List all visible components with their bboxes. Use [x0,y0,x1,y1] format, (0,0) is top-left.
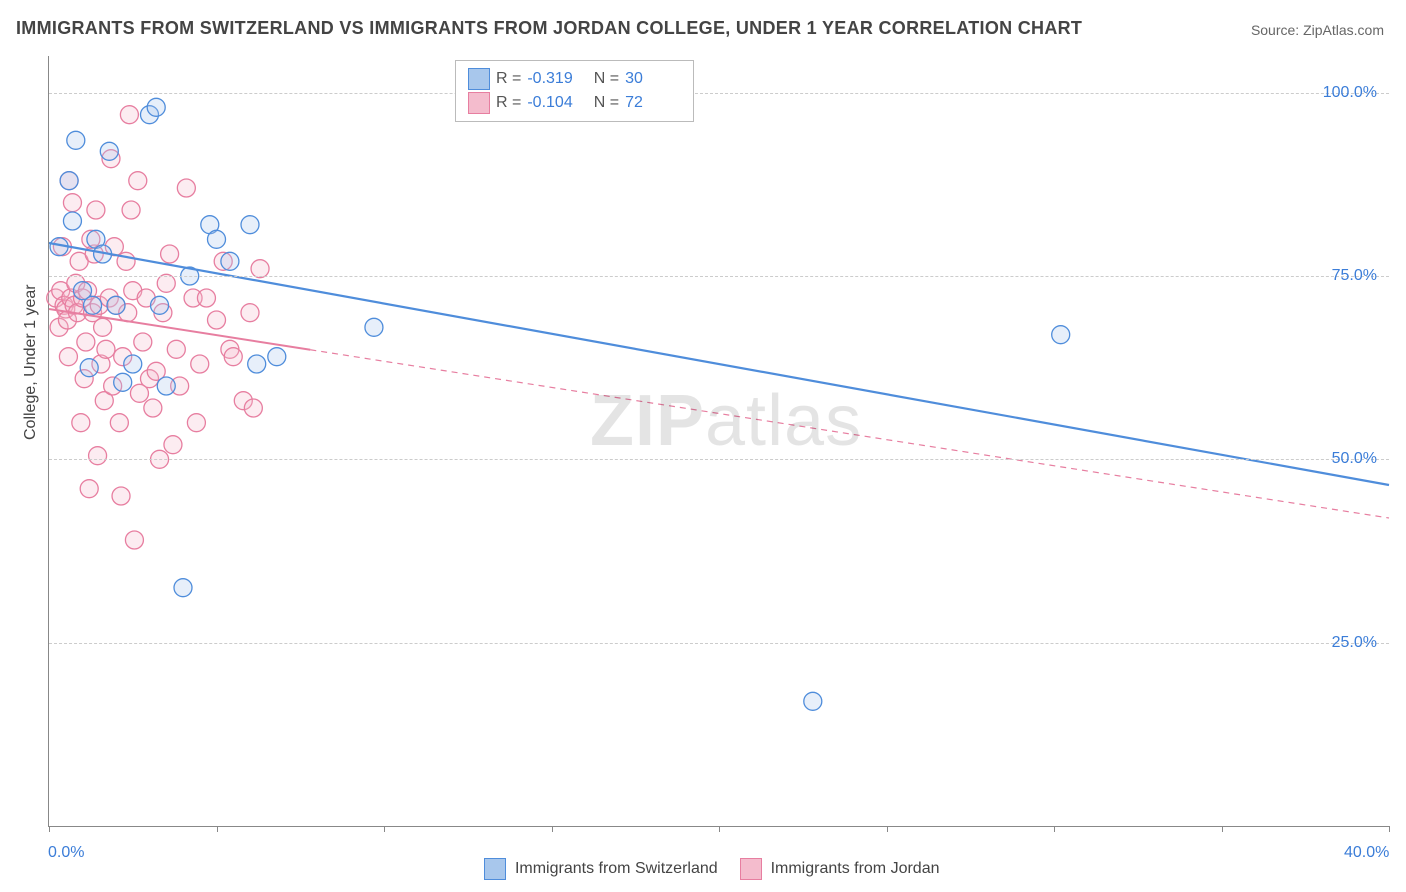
data-point [164,436,182,454]
legend-r-value-0: -0.319 [527,67,583,91]
gridline-h [49,643,1389,644]
data-point [89,447,107,465]
x-tick [49,826,50,832]
x-tick [1054,826,1055,832]
data-point [268,348,286,366]
data-point [251,260,269,278]
data-point [177,179,195,197]
x-tick [552,826,553,832]
legend-r-label: R = [496,67,521,91]
chart-title: IMMIGRANTS FROM SWITZERLAND VS IMMIGRANT… [16,18,1082,39]
data-point [157,377,175,395]
data-point [80,359,98,377]
x-tick [384,826,385,832]
legend-bottom: Immigrants from Switzerland Immigrants f… [0,858,1406,880]
data-point [1052,326,1070,344]
data-point [167,340,185,358]
data-point [174,579,192,597]
data-point [63,194,81,212]
chart-svg [49,56,1389,826]
y-tick-label: 75.0% [1332,267,1377,285]
legend-n-value-0: 30 [625,67,681,91]
data-point [157,274,175,292]
x-tick [1222,826,1223,832]
data-point [244,399,262,417]
data-point [112,487,130,505]
data-point [151,296,169,314]
legend-row-series-1: R = -0.104 N = 72 [468,91,681,115]
data-point [147,98,165,116]
legend-r-value-1: -0.104 [527,91,583,115]
data-point [191,355,209,373]
legend-bottom-label-0: Immigrants from Switzerland [515,860,718,877]
data-point [107,296,125,314]
swatch-bottom-0 [484,858,506,880]
swatch-series-0 [468,68,490,90]
data-point [124,355,142,373]
x-tick-label: 0.0% [48,844,84,862]
data-point [208,311,226,329]
gridline-h [49,459,1389,460]
trend-line-extrapolated [310,350,1389,518]
data-point [63,212,81,230]
data-point [60,172,78,190]
data-point [80,480,98,498]
data-point [100,142,118,160]
legend-n-label: N = [589,91,619,115]
data-point [87,201,105,219]
data-point [241,304,259,322]
data-point [161,245,179,263]
data-point [365,318,383,336]
data-point [77,333,95,351]
x-tick [719,826,720,832]
data-point [67,131,85,149]
legend-r-label: R = [496,91,521,115]
data-point [208,230,226,248]
y-tick-label: 100.0% [1323,84,1377,102]
swatch-bottom-1 [740,858,762,880]
plot-area: 25.0% 50.0% 75.0% 100.0% [48,56,1389,827]
gridline-h [49,276,1389,277]
x-tick [887,826,888,832]
source-attribution: Source: ZipAtlas.com [1251,22,1384,38]
data-point [241,216,259,234]
legend-row-series-0: R = -0.319 N = 30 [468,67,681,91]
data-point [221,252,239,270]
data-point [110,414,128,432]
data-point [97,340,115,358]
data-point [84,296,102,314]
data-point [134,333,152,351]
data-point [72,414,90,432]
x-tick [217,826,218,832]
data-point [125,531,143,549]
x-tick [1389,826,1390,832]
legend-n-label: N = [589,67,619,91]
gridline-h [49,93,1389,94]
legend-bottom-label-1: Immigrants from Jordan [771,860,940,877]
data-point [187,414,205,432]
legend-n-value-1: 72 [625,91,681,115]
data-point [197,289,215,307]
data-point [114,373,132,391]
data-point [94,318,112,336]
data-point [59,348,77,366]
legend-correlation-box: R = -0.319 N = 30 R = -0.104 N = 72 [455,60,694,122]
data-point [129,172,147,190]
data-point [224,348,242,366]
data-point [122,201,140,219]
y-tick-label: 25.0% [1332,634,1377,652]
y-axis-title: College, Under 1 year [22,284,40,440]
data-point [804,692,822,710]
data-point [144,399,162,417]
swatch-series-1 [468,92,490,114]
y-tick-label: 50.0% [1332,450,1377,468]
data-point [120,106,138,124]
x-tick-label: 40.0% [1344,844,1389,862]
data-point [248,355,266,373]
